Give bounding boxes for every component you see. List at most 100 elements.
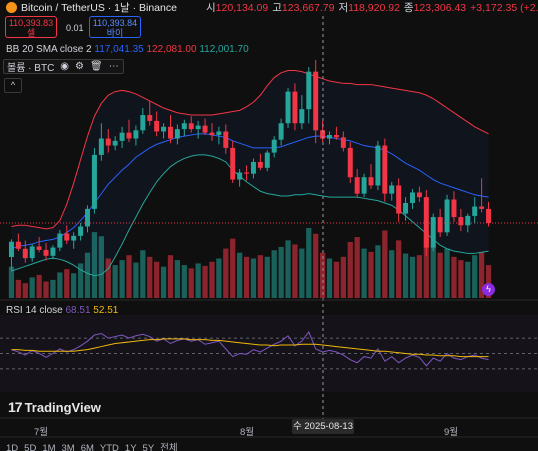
rsi-legend[interactable]: RSI 14 close 68.51 52.51 — [6, 305, 118, 316]
volume-bar — [278, 246, 284, 298]
ohlc-values: 시120,134.09 고123,667.79 저118,920.92 종123,30… — [206, 0, 538, 15]
timeframe-button[interactable]: 1D — [6, 443, 19, 451]
candle-body — [257, 161, 263, 168]
settings-icon[interactable]: ⚙ — [75, 61, 84, 72]
timeframe-button[interactable]: 6M — [80, 443, 94, 451]
trash-icon[interactable]: 🗑 — [90, 61, 103, 72]
volume-bar — [292, 244, 298, 298]
candle-body — [389, 185, 395, 194]
candle-body — [340, 137, 346, 148]
volume-bar — [333, 261, 340, 298]
volume-bar — [389, 250, 395, 298]
volume-bar — [285, 240, 291, 298]
volume-bar — [423, 232, 429, 298]
candle-body — [306, 71, 312, 110]
candle-body — [278, 123, 284, 140]
candle-body — [444, 199, 450, 233]
timeframe-button[interactable]: 3M — [61, 443, 75, 451]
volume-bar — [340, 256, 346, 298]
candle-body — [78, 226, 84, 236]
volume-bar — [112, 265, 118, 298]
volume-bar — [264, 256, 270, 298]
tradingview-logo[interactable]: 17 TradingView — [8, 399, 101, 415]
volume-bar — [313, 233, 319, 298]
buy-button[interactable]: 110,393.84 바이 — [89, 16, 141, 38]
candle-body — [209, 132, 215, 135]
timeframe-button[interactable]: 5Y — [142, 443, 155, 451]
candle-body — [167, 126, 173, 139]
timeframe-button[interactable]: 1M — [42, 443, 56, 451]
candle-body — [250, 161, 256, 174]
volume-bar — [84, 252, 91, 298]
crosshair-date-label: 수 2025-08-13 — [292, 419, 354, 434]
candle-body — [430, 217, 436, 248]
candle-body — [320, 130, 326, 139]
candle-body — [271, 139, 277, 153]
rsi-band — [0, 315, 538, 392]
ohlc-key: 고 — [272, 2, 282, 14]
ohlc-key: 시 — [206, 2, 216, 14]
volume-bar — [458, 260, 464, 298]
candle-body — [57, 233, 63, 248]
candle-body — [147, 115, 153, 121]
eye-icon[interactable]: ◉ — [60, 61, 70, 72]
bb-upper-value: 122,081.00 — [146, 44, 197, 55]
bb-lower-line — [11, 154, 489, 277]
volume-bar — [167, 255, 174, 298]
candle-body — [458, 217, 464, 226]
volume-bar — [237, 252, 243, 298]
bb-legend[interactable]: BB 20 SMA close 2 117,041.35 122,081.00 … — [6, 44, 249, 55]
candle-body — [237, 172, 243, 180]
ohlc-value: 123,306.43 — [413, 2, 467, 14]
candle-body — [375, 145, 381, 186]
spread-value: 0.01 — [66, 23, 84, 33]
volume-bar — [430, 244, 436, 298]
candle-body — [285, 91, 291, 124]
candle-body — [368, 177, 374, 186]
volume-bar — [257, 255, 263, 298]
candle-body — [64, 233, 70, 241]
lightning-icon[interactable]: ϟ — [482, 283, 495, 296]
collapse-chevron-icon[interactable]: ^ — [4, 78, 22, 93]
candle-body — [486, 208, 492, 223]
more-icon[interactable]: ⋯ — [108, 61, 119, 72]
candle-body — [181, 123, 187, 130]
timeframe-button[interactable]: 전체 — [160, 443, 178, 451]
rsi-ma-value: 52.51 — [93, 305, 119, 316]
volume-bar — [472, 255, 478, 298]
volume-bar — [451, 256, 457, 298]
rsi-value: 68.51 — [65, 305, 91, 316]
ohlc-value: 120,134.09 — [215, 2, 269, 14]
symbol-label: Bitcoin / TetherUS · 1날 · Binance — [21, 2, 177, 14]
volume-bar — [250, 258, 257, 298]
sell-button[interactable]: 110,393.83 셀 — [5, 16, 57, 38]
timeframe-button[interactable]: 5D — [24, 443, 37, 451]
buy-price: 110,393.84 — [92, 18, 138, 28]
candle-body — [154, 120, 160, 132]
volume-bar — [216, 258, 222, 298]
volume-bar — [416, 255, 423, 298]
volume-bar — [465, 261, 471, 298]
volume-bar — [306, 228, 312, 298]
x-axis-label: 8월 — [240, 427, 255, 438]
volume-bar — [147, 256, 153, 298]
candle-body — [479, 206, 485, 209]
volume-bar — [50, 279, 56, 298]
candle-body — [423, 197, 429, 248]
volume-legend-toolbar[interactable]: 볼륨 · BTC ◉ ⚙ 🗑 ⋯ — [3, 59, 124, 74]
candle-body — [161, 126, 167, 132]
symbol-title[interactable]: Bitcoin / TetherUS · 1날 · Binance — [6, 0, 177, 15]
volume-bar — [22, 283, 28, 298]
volume-bar — [396, 240, 402, 298]
timeframe-button[interactable]: 1Y — [124, 443, 137, 451]
candle-body — [244, 172, 250, 174]
volume-bar — [437, 252, 443, 298]
candle-body — [327, 134, 333, 139]
rsi-ma-line — [11, 338, 489, 358]
candle-body — [140, 115, 146, 131]
candle-body — [403, 203, 409, 214]
sell-price: 110,393.83 — [8, 18, 54, 28]
timeframe-button[interactable]: YTD — [99, 443, 119, 451]
